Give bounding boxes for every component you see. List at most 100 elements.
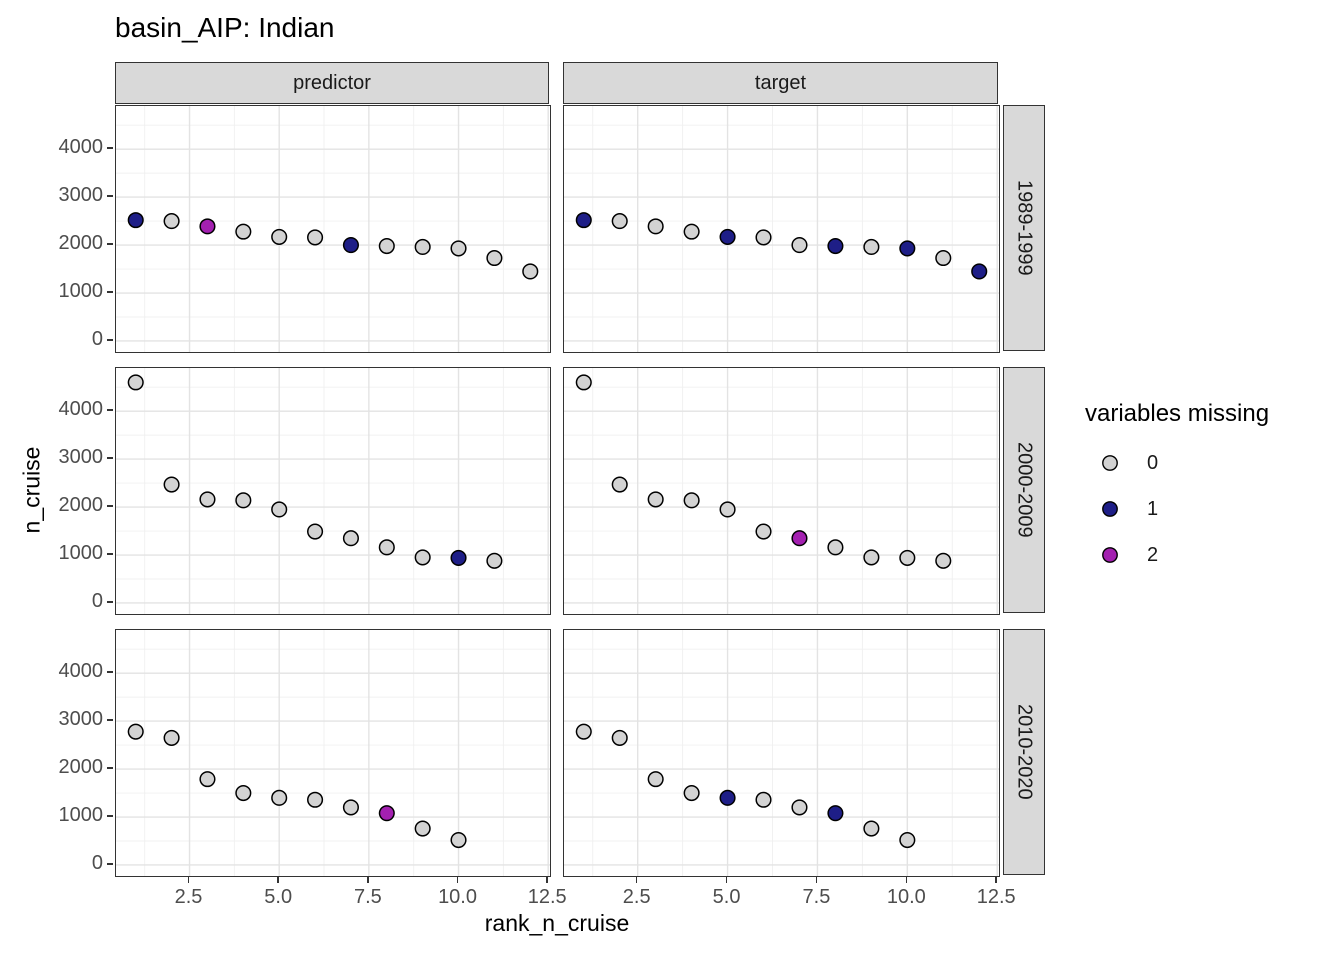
facet-row-strip-1989-1999: 1989-1999 [1003, 105, 1045, 351]
data-point [127, 723, 144, 740]
data-point [611, 729, 628, 746]
data-point [271, 228, 288, 245]
facet-row-label: 2010-2020 [1013, 704, 1036, 800]
x-tick-label: 12.5 [976, 886, 1016, 908]
data-point [683, 223, 700, 240]
x-tick-label: 2.5 [622, 886, 651, 908]
data-point [683, 492, 700, 509]
legend-entries: 0 1 2 [1085, 440, 1335, 578]
x-tick-label: 5.0 [712, 886, 741, 908]
facet-row-label: 2000-2009 [1013, 442, 1036, 538]
x-tick-label: 10.0 [438, 886, 477, 908]
data-point [611, 213, 628, 230]
panel-predictor-2010-2020 [115, 629, 551, 877]
data-point [342, 237, 359, 254]
y-tick-mark [107, 863, 113, 865]
data-point [863, 238, 880, 256]
data-point [378, 539, 395, 556]
data-point [163, 213, 180, 230]
y-tick-mark [107, 601, 113, 603]
x-tick-mark [546, 877, 548, 883]
legend-key-circle [1102, 455, 1118, 471]
data-point [127, 374, 144, 391]
x-axis-title: rank_n_cruise [484, 910, 630, 936]
data-point [163, 476, 180, 493]
facet-row-label: 1989-1999 [1013, 180, 1036, 276]
data-point [935, 249, 952, 267]
x-tick-mark [456, 877, 459, 883]
data-point [971, 263, 988, 280]
data-point [935, 552, 952, 569]
x-tick-mark [187, 877, 190, 883]
legend-key-circle [1102, 547, 1118, 563]
y-tick-label: 2000 [58, 494, 104, 517]
legend-title: variables missing [1085, 400, 1270, 427]
data-point [307, 229, 324, 246]
y-tick-label: 0 [91, 589, 103, 612]
data-point [755, 523, 772, 540]
panel-predictor-2000-2009 [115, 367, 551, 615]
data-point [271, 789, 288, 806]
data-point [486, 249, 503, 267]
panel-target-2000-2009 [563, 367, 1000, 615]
x-tick-mark [995, 877, 997, 883]
data-point [235, 223, 252, 240]
legend-entry-2: 2 [1085, 532, 1335, 578]
data-point [271, 501, 288, 518]
data-point [522, 263, 539, 280]
data-point [899, 831, 916, 849]
y-tick-label: 3000 [58, 184, 104, 207]
data-point [199, 218, 216, 235]
data-point [791, 530, 808, 547]
y-tick-mark [107, 195, 113, 197]
data-point [899, 240, 916, 257]
legend-key-circle [1102, 501, 1118, 517]
facet-column-strip-predictor: predictor [115, 62, 549, 104]
data-point [791, 799, 808, 816]
x-tick-label: 7.5 [353, 886, 382, 908]
data-point [414, 238, 431, 256]
legend-entry-label: 2 [1147, 543, 1159, 566]
data-point [827, 237, 844, 255]
y-tick-mark [107, 147, 113, 149]
y-tick-label: 4000 [58, 660, 104, 683]
x-tick-label: 12.5 [527, 886, 567, 908]
y-tick-label: 3000 [58, 708, 104, 731]
legend: variables missing 0 1 2 [1085, 400, 1335, 578]
data-point [307, 791, 324, 808]
y-tick-label: 1000 [58, 542, 104, 565]
data-point [342, 530, 359, 547]
y-tick-mark [107, 339, 113, 341]
data-point [163, 729, 180, 746]
y-tick-mark [107, 291, 113, 293]
facet-row-strip-2010-2020: 2010-2020 [1003, 629, 1045, 875]
x-tick-label: 10.0 [886, 886, 926, 908]
y-tick-label: 1000 [58, 280, 104, 303]
data-point [342, 799, 359, 816]
data-point [414, 820, 431, 837]
legend-entry-label: 0 [1147, 451, 1159, 474]
data-point [378, 237, 395, 255]
data-point [235, 784, 252, 802]
y-tick-mark [107, 671, 113, 673]
facet-column-strip-target: target [563, 62, 998, 104]
data-point [127, 212, 144, 229]
x-tick-mark [367, 877, 369, 883]
data-point [611, 476, 628, 493]
data-point [647, 771, 664, 788]
data-point [450, 831, 467, 849]
y-tick-mark [107, 553, 113, 555]
y-tick-mark [107, 815, 113, 817]
y-tick-mark [107, 243, 113, 245]
data-point [899, 549, 916, 566]
data-point [827, 539, 844, 556]
facet-column-label: target [754, 71, 807, 94]
data-point [575, 212, 592, 229]
data-point [199, 771, 216, 788]
facet-column-label: predictor [293, 71, 371, 94]
data-point [199, 491, 216, 508]
data-point [235, 492, 252, 509]
data-point [719, 228, 736, 245]
legend-entry-1: 1 [1085, 486, 1335, 532]
y-tick-label: 0 [91, 851, 103, 874]
